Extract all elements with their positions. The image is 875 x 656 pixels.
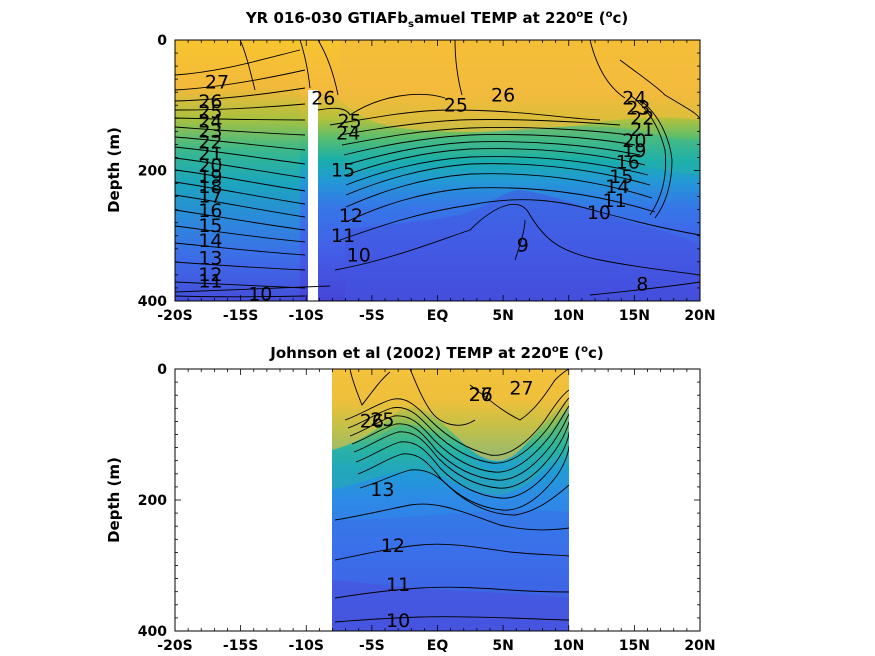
top-contour-label: 25 bbox=[444, 94, 468, 116]
top-contour-label: 26 bbox=[311, 88, 335, 110]
bottom-panel-title: Johnson et al (2002) TEMP at 220oE (oc) bbox=[269, 344, 603, 362]
bottom-contour-label: 11 bbox=[386, 574, 410, 596]
top-contour-label: 26 bbox=[491, 84, 515, 106]
bottom-contour-label: 27 bbox=[469, 384, 493, 406]
top-contour-label: 15 bbox=[198, 215, 222, 237]
top-contour-label: 24 bbox=[622, 88, 646, 110]
top-contour-label: 27 bbox=[205, 71, 229, 93]
top-missing-band bbox=[308, 90, 318, 301]
top-contour-label: 25 bbox=[198, 101, 222, 123]
bottom-contour-label: 27 bbox=[509, 378, 533, 400]
top-contour-label: 14 bbox=[605, 176, 629, 198]
top-contour-label: 16 bbox=[198, 200, 222, 222]
bottom-x-tick-label: 20N bbox=[684, 638, 715, 654]
top-contour-label: 10 bbox=[587, 202, 611, 224]
top-x-tick-label: -15S bbox=[223, 308, 258, 324]
top-x-tick-label: -20S bbox=[157, 308, 192, 324]
bottom-contour-label: 12 bbox=[381, 535, 405, 557]
top-contour-label: 21 bbox=[630, 119, 654, 141]
top-x-tick-label: 15N bbox=[619, 308, 650, 324]
top-contour-label: 22 bbox=[198, 131, 222, 153]
bottom-x-tick-label: 5N bbox=[492, 638, 513, 654]
top-contour-label: 22 bbox=[630, 107, 654, 129]
top-y-tick-label: 0 bbox=[157, 33, 167, 49]
top-contour-fill bbox=[175, 40, 700, 301]
bottom-contour-lines bbox=[334, 369, 569, 623]
top-y-tick-label: 400 bbox=[138, 294, 167, 310]
top-x-tick-label: EQ bbox=[427, 308, 449, 324]
bottom-y-tick-label: 0 bbox=[157, 362, 167, 378]
top-contour-label: 21 bbox=[198, 143, 222, 165]
top-x-tick-label: 5N bbox=[492, 308, 513, 324]
top-contour-label: 12 bbox=[198, 264, 222, 286]
top-x-tick-label: -5S bbox=[359, 308, 385, 324]
bottom-contour-label: 26 bbox=[469, 384, 493, 406]
bottom-x-tick-label: -20S bbox=[157, 638, 192, 654]
bottom-y-tick-label: 200 bbox=[138, 493, 167, 509]
bottom-x-tick-label: -10S bbox=[289, 638, 324, 654]
top-contour-label: 11 bbox=[198, 270, 222, 292]
bottom-contour-label: 10 bbox=[386, 610, 410, 632]
top-contour-label: 9 bbox=[517, 235, 529, 257]
top-contour-label: 13 bbox=[198, 248, 222, 270]
bottom-y-tick-label: 400 bbox=[138, 624, 167, 640]
bottom-x-tick-label: EQ bbox=[427, 638, 449, 654]
top-contour-label: 14 bbox=[198, 230, 222, 252]
top-contour-label: 19 bbox=[198, 166, 222, 188]
top-contour-label: 24 bbox=[336, 122, 360, 144]
top-contour-label: 19 bbox=[622, 140, 646, 162]
top-x-tick-label: -10S bbox=[289, 308, 324, 324]
top-contour-label: 10 bbox=[248, 283, 272, 305]
top-y-tick-label: 200 bbox=[138, 164, 167, 180]
bottom-x-tick-label: -5S bbox=[359, 638, 385, 654]
top-contour-label: 8 bbox=[636, 274, 648, 296]
top-contour-labels: 2726252423222120191817161514131211102625… bbox=[198, 71, 654, 305]
top-contour-label: 23 bbox=[198, 120, 222, 142]
top-x-tick-label: 10N bbox=[553, 308, 584, 324]
bottom-x-tick-label: 10N bbox=[553, 638, 584, 654]
top-contour-label: 25 bbox=[337, 111, 361, 133]
top-contour-label: 11 bbox=[603, 190, 627, 212]
top-contour-lines bbox=[175, 40, 700, 298]
bottom-contour-label: 25 bbox=[370, 409, 394, 431]
bottom-y-axis-label: Depth (m) bbox=[105, 457, 123, 543]
top-contour-label: 11 bbox=[331, 225, 355, 247]
bottom-x-tick-label: -15S bbox=[223, 638, 258, 654]
top-contour-label: 20 bbox=[622, 130, 646, 152]
top-contour-label: 12 bbox=[339, 205, 363, 227]
bottom-contour-label: 26 bbox=[360, 410, 384, 432]
top-y-axis-label: Depth (m) bbox=[105, 127, 123, 213]
top-contour-label: 16 bbox=[616, 152, 640, 174]
top-contour-label: 18 bbox=[198, 176, 222, 198]
bottom-x-tick-label: 15N bbox=[619, 638, 650, 654]
top-contour-label: 15 bbox=[331, 160, 355, 182]
top-panel-title: YR 016-030 GTIAFbsamuel TEMP at 220oE (o… bbox=[245, 9, 628, 30]
top-contour-label: 26 bbox=[198, 91, 222, 113]
top-panel: 2726252423222120191817161514131211102625… bbox=[105, 9, 716, 324]
top-contour-label: 15 bbox=[609, 166, 633, 188]
top-contour-label: 23 bbox=[626, 98, 650, 120]
top-contour-label: 17 bbox=[198, 186, 222, 208]
bottom-tick-marks: -20S -15S -10S -5S EQ 5N 10N 15N 20N 0 200 400 bbox=[138, 362, 716, 654]
top-contour-label: 24 bbox=[198, 111, 222, 133]
top-contour-label: 20 bbox=[198, 155, 222, 177]
bottom-contour-label: 13 bbox=[370, 479, 394, 501]
top-x-tick-label: 20N bbox=[684, 308, 715, 324]
top-contour-label: 10 bbox=[347, 244, 371, 266]
top-tick-marks: -20S -15S -10S -5S EQ 5N 10N 15N 20N 0 200 400 bbox=[138, 33, 716, 324]
